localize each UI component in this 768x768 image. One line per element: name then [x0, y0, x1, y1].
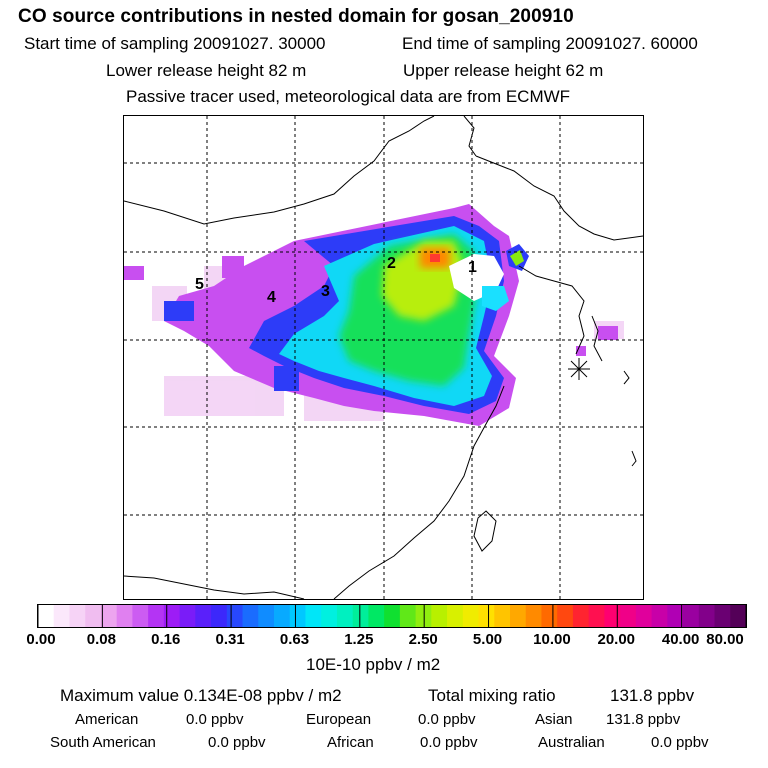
map-panel: 1 2 3 4 5 — [123, 115, 644, 600]
region-label-2: 2 — [387, 255, 396, 272]
legend-swatch — [620, 605, 637, 627]
legend-swatch — [462, 605, 480, 627]
legend-tick-label: 80.00 — [706, 631, 744, 648]
max-value: Maximum value 0.134E-08 ppbv / m2 — [60, 686, 342, 705]
legend-swatch — [226, 605, 244, 627]
american-label: American — [75, 711, 139, 728]
legend-tick-label: 0.16 — [151, 631, 181, 648]
legend-tick-label: 2.50 — [408, 631, 438, 648]
legend-tick-label: 5.00 — [472, 631, 503, 648]
total-mixing-label: Total mixing ratio — [428, 686, 556, 705]
legend-swatch — [38, 605, 55, 627]
legend-swatch — [714, 605, 731, 627]
legend-swatch — [53, 605, 70, 627]
asian-label: Asian — [535, 711, 573, 728]
australian-value: 0.0 ppbv — [651, 734, 709, 751]
legend-swatch — [132, 605, 149, 627]
legend-swatch — [683, 605, 700, 627]
legend-swatch — [478, 605, 495, 627]
legend-tick-label: 10.00 — [533, 631, 571, 648]
legend-swatch — [321, 605, 338, 627]
legend-swatch — [274, 605, 291, 627]
legend-tick-label: 1.25 — [344, 631, 374, 648]
legend-swatch — [698, 605, 716, 627]
legend-swatch — [336, 605, 354, 627]
region-label-3: 3 — [321, 283, 330, 300]
legend-swatch — [289, 605, 306, 627]
african-label: African — [327, 734, 374, 751]
legend-tick-label: 20.00 — [597, 631, 636, 648]
tracer-note: Passive tracer used, meteorological data… — [126, 87, 571, 106]
concentration-field — [124, 204, 624, 426]
legend-tick-label: 0.08 — [86, 631, 116, 648]
australian-label: Australian — [538, 734, 605, 751]
legend-swatch — [635, 605, 653, 627]
legend-swatch — [116, 605, 133, 627]
legend-swatch — [572, 605, 590, 627]
european-value: 0.0 ppbv — [418, 711, 476, 728]
legend-swatch — [431, 605, 448, 627]
legend-swatch — [494, 605, 511, 627]
upper-release-height: Upper release height 62 m — [403, 61, 604, 80]
legend-tick-label: 0.63 — [279, 631, 310, 648]
region-label-1: 1 — [468, 259, 477, 276]
legend-swatch — [179, 605, 196, 627]
legend-swatch — [352, 605, 369, 627]
coastlines — [124, 116, 643, 599]
south-american-value: 0.0 ppbv — [208, 734, 266, 751]
european-label: European — [306, 711, 372, 728]
asian-value: 131.8 ppbv — [606, 711, 681, 728]
legend-swatch — [195, 605, 212, 627]
american-value: 0.0 ppbv — [186, 711, 244, 728]
south-american-label: South American — [50, 734, 156, 751]
legend-swatch — [557, 605, 574, 627]
legend-swatch — [525, 605, 542, 627]
legend-swatch — [100, 605, 118, 627]
plot-title: CO source contributions in nested domain… — [18, 6, 574, 27]
start-time: Start time of sampling 20091027. 30000 — [24, 34, 326, 53]
legend-tick-label: 0.00 — [26, 631, 56, 648]
legend-swatch — [69, 605, 86, 627]
legend-tick-label: 0.31 — [215, 631, 245, 648]
legend-swatch — [510, 605, 527, 627]
region-label-4: 4 — [267, 289, 276, 306]
legend-swatch — [588, 605, 605, 627]
legend-units: 10E-10 ppbv / m2 — [306, 655, 441, 674]
lower-release-height: Lower release height 82 m — [106, 61, 307, 80]
map-svg — [124, 116, 643, 599]
legend-tick-label: 40.00 — [661, 631, 700, 648]
legend-swatch — [368, 605, 385, 627]
lat-lon-grid — [124, 116, 643, 599]
legend-swatch — [384, 605, 401, 627]
region-label-5: 5 — [195, 276, 204, 293]
total-mixing-value: 131.8 ppbv — [610, 686, 695, 705]
legend-swatch — [148, 605, 165, 627]
legend-swatch — [242, 605, 259, 627]
legend-swatch — [258, 605, 275, 627]
legend-swatch — [85, 605, 102, 627]
legend-swatch — [604, 605, 621, 627]
african-value: 0.0 ppbv — [420, 734, 478, 751]
legend-swatch — [447, 605, 464, 627]
legend-swatch — [730, 605, 747, 627]
receptor-star — [568, 358, 590, 380]
legend-swatch — [163, 605, 181, 627]
legend-swatch — [667, 605, 684, 627]
legend-swatch — [651, 605, 668, 627]
end-time: End time of sampling 20091027. 60000 — [402, 34, 698, 53]
legend-svg — [37, 605, 747, 627]
legend-swatch — [305, 605, 322, 627]
color-legend-bar — [37, 604, 747, 628]
legend-swatch — [399, 605, 417, 627]
legend-swatch — [211, 605, 228, 627]
legend-swatch — [541, 605, 558, 627]
